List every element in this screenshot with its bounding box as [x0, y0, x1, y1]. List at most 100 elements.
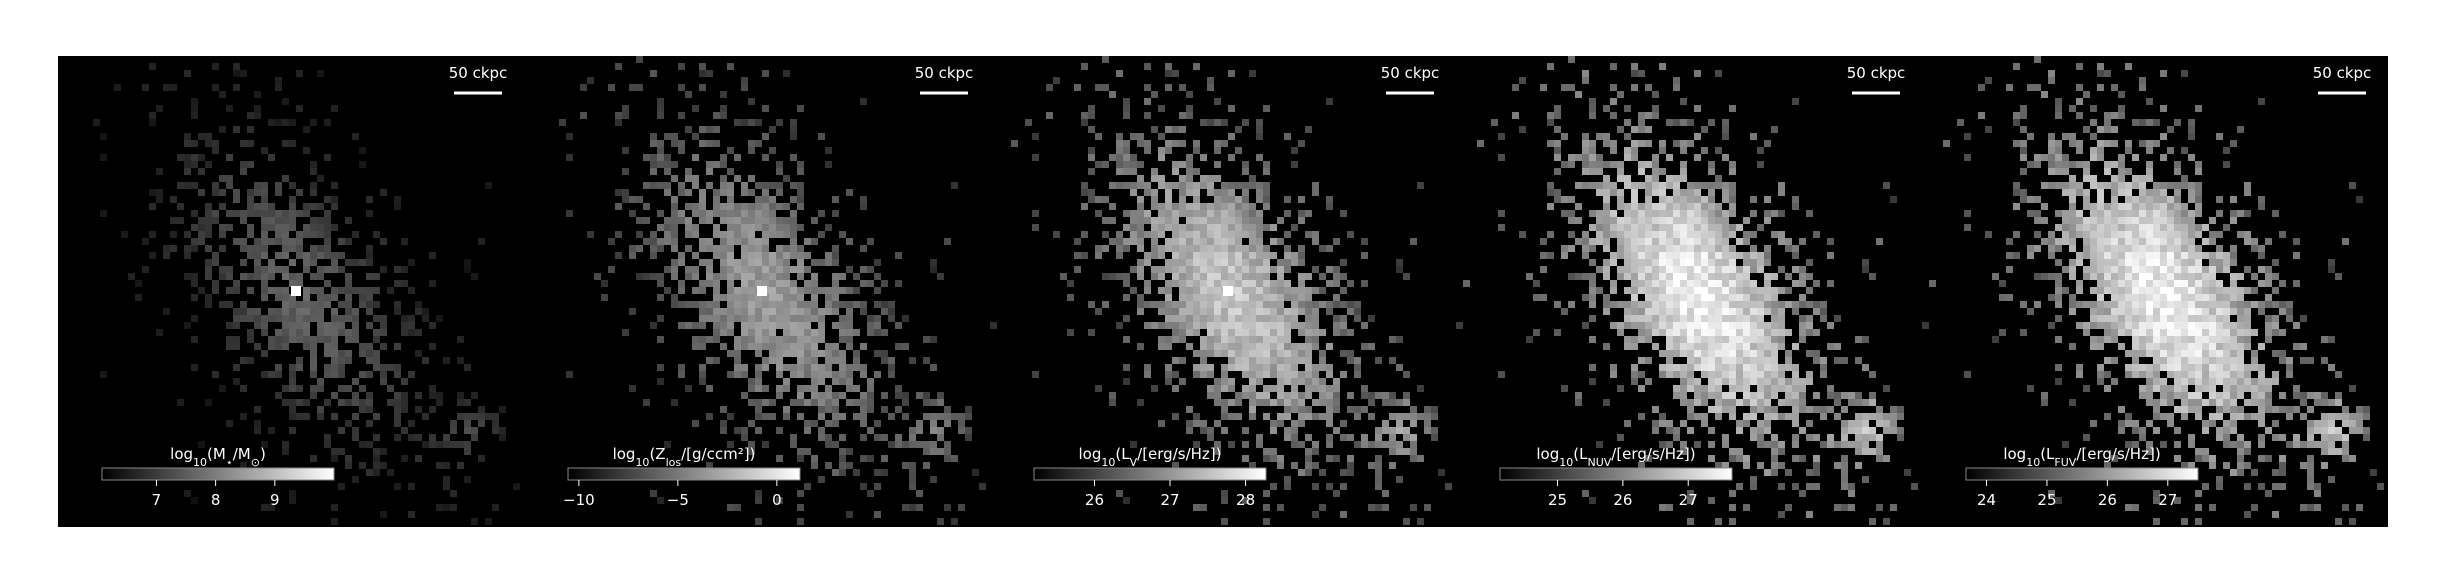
pixel	[1179, 315, 1186, 322]
pixel	[296, 189, 303, 196]
pixel	[706, 266, 713, 273]
pixel	[825, 147, 832, 154]
pixel	[1256, 133, 1263, 140]
colorbar-tick-label: 8	[211, 491, 221, 509]
pixel	[1750, 343, 1757, 350]
pixel	[1291, 252, 1298, 259]
pixel	[755, 308, 762, 315]
pixel	[2146, 371, 2153, 378]
pixel	[373, 287, 380, 294]
pixel	[1701, 287, 1708, 294]
pixel	[657, 210, 664, 217]
pixel	[1340, 322, 1347, 329]
pixel	[769, 315, 776, 322]
pixel	[2146, 385, 2153, 392]
pixel	[643, 399, 650, 406]
pixel	[2146, 364, 2153, 371]
pixel	[1263, 280, 1270, 287]
pixel	[748, 322, 755, 329]
pixel	[2174, 196, 2181, 203]
pixel	[1291, 420, 1298, 427]
pixel	[1186, 343, 1193, 350]
pixel	[394, 399, 401, 406]
pixel	[142, 266, 149, 273]
pixel	[1841, 420, 1848, 427]
pixel	[2230, 364, 2237, 371]
pixel	[1193, 203, 1200, 210]
pixel	[2111, 336, 2118, 343]
pixel	[1130, 210, 1137, 217]
pixel	[1694, 378, 1701, 385]
pixel	[1792, 196, 1799, 203]
pixel	[1249, 294, 1256, 301]
pixel	[2223, 294, 2230, 301]
pixel	[2167, 315, 2174, 322]
pixel	[888, 413, 895, 420]
pixel	[1207, 245, 1214, 252]
pixel	[2111, 231, 2118, 238]
pixel	[135, 280, 142, 287]
pixel	[874, 469, 881, 476]
pixel	[797, 168, 804, 175]
pixel	[2181, 294, 2188, 301]
pixel	[1389, 413, 1396, 420]
pixel	[2097, 126, 2104, 133]
pixel	[2083, 252, 2090, 259]
pixel	[303, 343, 310, 350]
pixel	[1750, 476, 1757, 483]
pixel	[1617, 266, 1624, 273]
pixel	[1312, 301, 1319, 308]
pixel	[1193, 308, 1200, 315]
pixel	[2125, 210, 2132, 217]
pixel	[1333, 378, 1340, 385]
pixel	[1750, 350, 1757, 357]
pixel	[1701, 196, 1708, 203]
pixel	[2209, 238, 2216, 245]
pixel	[1263, 490, 1270, 497]
pixel	[1638, 119, 1645, 126]
pixel	[1659, 273, 1666, 280]
pixel	[2118, 280, 2125, 287]
pixel	[429, 434, 436, 441]
pixel	[1256, 357, 1263, 364]
pixel	[2188, 273, 2195, 280]
pixel	[1186, 245, 1193, 252]
pixel	[2181, 182, 2188, 189]
pixel	[1298, 399, 1305, 406]
pixel	[247, 126, 254, 133]
pixel	[1708, 245, 1715, 252]
pixel	[1799, 273, 1806, 280]
pixel	[2118, 189, 2125, 196]
pixel	[464, 476, 471, 483]
pixel	[268, 238, 275, 245]
pixel	[699, 378, 706, 385]
pixel	[366, 406, 373, 413]
pixel	[2097, 189, 2104, 196]
pixel	[650, 133, 657, 140]
pixel	[1568, 210, 1575, 217]
pixel	[741, 252, 748, 259]
pixel	[1673, 210, 1680, 217]
pixel	[2090, 175, 2097, 182]
pixel	[1284, 357, 1291, 364]
pixel	[832, 420, 839, 427]
pixel	[2258, 301, 2265, 308]
pixel	[1431, 427, 1438, 434]
pixel	[1750, 294, 1757, 301]
pixel	[1729, 504, 1736, 511]
pixel	[184, 252, 191, 259]
pixel	[1284, 406, 1291, 413]
pixel	[1589, 105, 1596, 112]
pixel	[1610, 98, 1617, 105]
pixel	[692, 231, 699, 238]
pixel	[1792, 455, 1799, 462]
pixel	[2146, 259, 2153, 266]
pixel	[1305, 301, 1312, 308]
pixel	[1645, 280, 1652, 287]
pixel	[2076, 161, 2083, 168]
pixel	[2132, 287, 2139, 294]
pixel	[727, 252, 734, 259]
pixel	[2139, 385, 2146, 392]
pixel	[247, 252, 254, 259]
pixel	[622, 147, 629, 154]
